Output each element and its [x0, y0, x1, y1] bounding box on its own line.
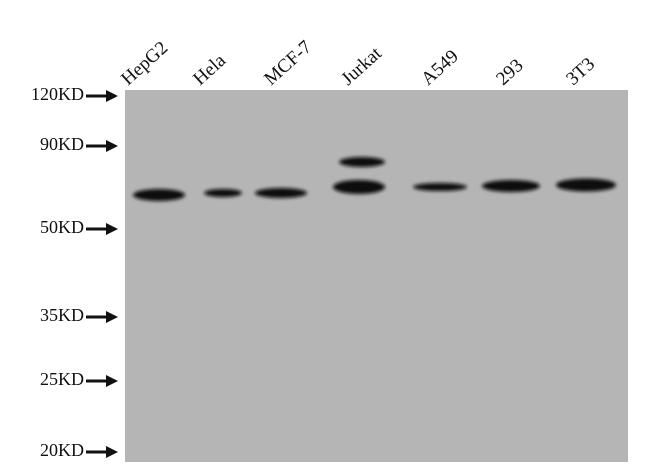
marker-label: 90KD — [40, 134, 84, 154]
band — [339, 157, 385, 167]
marker-label: 120KD — [31, 84, 84, 104]
lane-labels: HepG2 Hela MCF-7 Jurkat A549 293 3T3 — [117, 37, 599, 90]
lane-label: Hela — [189, 50, 230, 90]
band — [333, 180, 385, 194]
band — [413, 183, 467, 191]
marker-label: 50KD — [40, 217, 84, 237]
lane-label: A549 — [417, 46, 462, 90]
lane-label: 293 — [492, 55, 527, 90]
band — [204, 189, 242, 197]
marker-labels: 120KD 90KD 50KD 35KD 25KD 20KD — [31, 84, 84, 460]
bands — [133, 157, 616, 201]
band — [482, 180, 540, 192]
marker-label: 25KD — [40, 369, 84, 389]
marker-label: 35KD — [40, 305, 84, 325]
band — [255, 188, 307, 198]
band — [556, 178, 616, 192]
lane-label: HepG2 — [117, 37, 172, 89]
lane-label: MCF-7 — [260, 37, 316, 90]
band — [133, 189, 185, 201]
marker-label: 20KD — [40, 440, 84, 460]
lane-label: 3T3 — [562, 54, 599, 90]
lane-label: Jurkat — [337, 43, 386, 90]
membrane — [125, 90, 628, 462]
marker-arrows — [86, 90, 118, 458]
